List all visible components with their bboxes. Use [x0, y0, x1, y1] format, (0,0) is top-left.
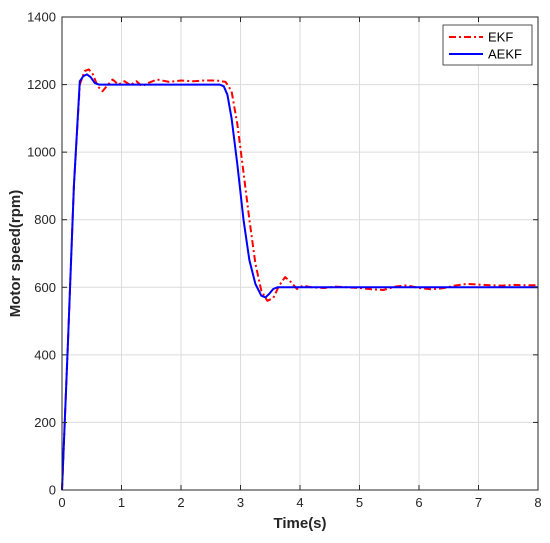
- series-group: [61, 68, 538, 491]
- x-tick-label: 8: [534, 495, 541, 510]
- x-tick-label: 4: [296, 495, 303, 510]
- y-axis-title: Motor speed(rpm): [7, 190, 24, 318]
- legend: EKF AEKF: [442, 24, 533, 66]
- y-tick-label: 200: [34, 415, 56, 430]
- y-tick-label: 1200: [27, 77, 56, 92]
- x-tick-label: 6: [415, 495, 422, 510]
- legend-label-aekf: AEKF: [488, 47, 522, 62]
- x-tick-label: 5: [356, 495, 363, 510]
- x-tick-label: 3: [237, 495, 244, 510]
- y-tick-label: 800: [34, 212, 56, 227]
- y-tick-label: 1400: [27, 10, 56, 25]
- x-tick-label: 1: [118, 495, 125, 510]
- y-tick-label: 1000: [27, 145, 56, 160]
- y-tick-label: 600: [34, 280, 56, 295]
- legend-label-ekf: EKF: [488, 30, 513, 45]
- x-tick-label: 7: [475, 495, 482, 510]
- axis-ticks: 0 1 2 3 4 5 6 7 8 0 200 400 600 800 1000 1200 1400: [27, 10, 542, 511]
- y-tick-label: 0: [49, 483, 56, 498]
- y-tick-label: 400: [34, 347, 56, 362]
- x-axis-title: Time(s): [273, 515, 326, 532]
- x-tick-label: 0: [58, 495, 65, 510]
- x-tick-label: 2: [177, 495, 184, 510]
- legend-box: [442, 24, 533, 66]
- series-line-aekf: [61, 73, 538, 491]
